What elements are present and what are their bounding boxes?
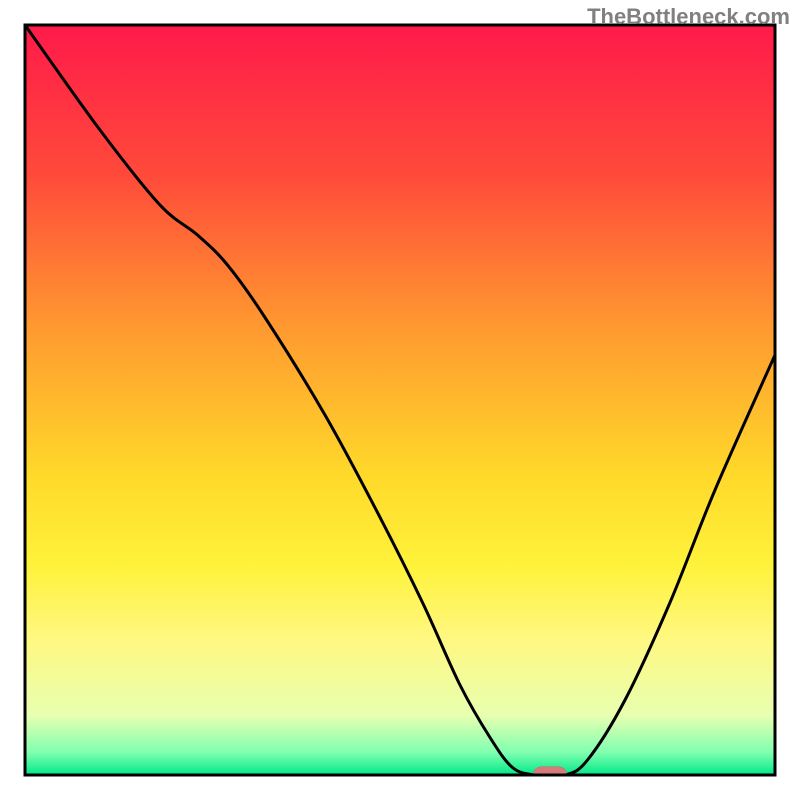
watermark-text: TheBottleneck.com [587,4,790,30]
chart-container: TheBottleneck.com [0,0,800,800]
chart-background-gradient [25,25,775,775]
bottleneck-chart [0,0,800,800]
